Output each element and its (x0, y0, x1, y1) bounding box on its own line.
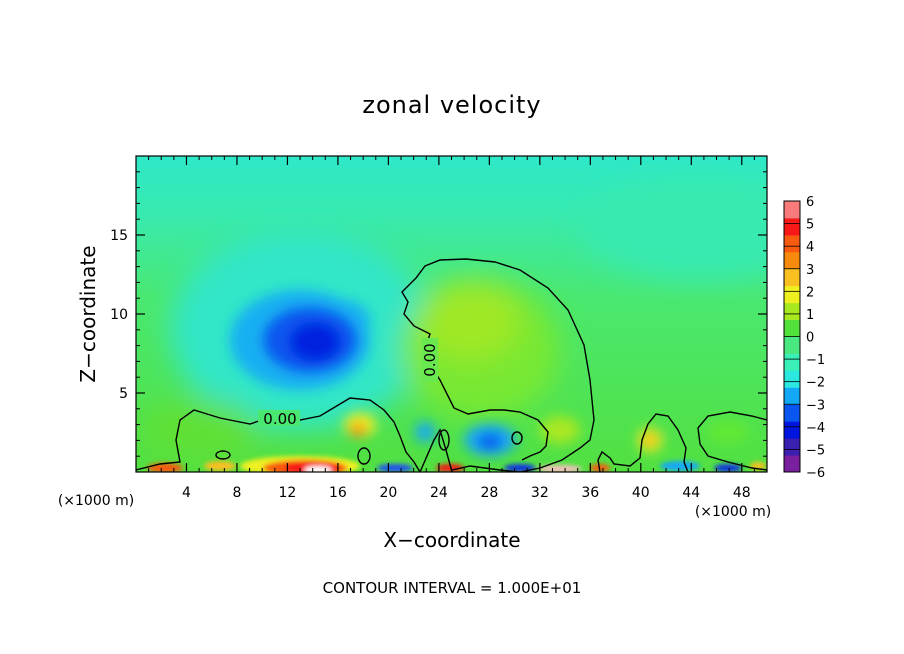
colorbar-swatch (784, 387, 800, 405)
x-tick-label: 48 (733, 485, 751, 501)
x-tick-label: 12 (279, 485, 297, 501)
colorbar-tick-label: −3 (806, 398, 825, 413)
colorbar-swatch (784, 404, 800, 422)
colorbar-tick-label: −4 (806, 421, 825, 436)
contour-line (357, 447, 371, 465)
colorbar-swatch (784, 319, 800, 337)
colorbar-tick-label: −2 (806, 376, 825, 391)
x-tick-label: 16 (329, 485, 347, 501)
x-axis-unit-left: (×1000 m) (58, 493, 134, 509)
colorbar-swatch (784, 217, 800, 236)
colorbar-swatch (784, 251, 800, 270)
colorbar-swatch (784, 455, 800, 473)
colorbar-swatch (784, 421, 800, 439)
colorbar-tick-label: 0 (806, 331, 814, 346)
contour-line (401, 258, 595, 472)
x-tick-label: 8 (232, 485, 241, 501)
colorbar-swatch (784, 201, 800, 219)
contour-line (597, 413, 689, 472)
chart-title: zonal velocity (362, 91, 541, 119)
x-tick-label: 36 (581, 485, 599, 501)
x-tick-label: 4 (182, 485, 191, 501)
x-tick-label: 24 (430, 485, 448, 501)
colorbar-tick-label: 1 (806, 308, 814, 323)
x-tick-label: 28 (480, 485, 498, 501)
colorbar-swatch (784, 302, 800, 321)
colorbar-tick-label: −6 (806, 466, 825, 481)
y-tick-label: 10 (110, 307, 128, 323)
colorbar-swatch (784, 336, 800, 354)
x-tick-label: 32 (531, 485, 549, 501)
contour-line (438, 429, 450, 451)
colorbar-tick-label: −5 (806, 443, 825, 458)
x-tick-label: 20 (379, 485, 397, 501)
colorbar-tick-label: 5 (806, 218, 814, 233)
colorbar-tick-label: 2 (806, 285, 814, 300)
colorbar-swatch (784, 234, 800, 253)
colorbar-swatch (784, 285, 800, 304)
field-detail-layer (230, 290, 750, 456)
colorbar-swatch (784, 268, 800, 287)
contour-line (136, 397, 421, 472)
colorbar-tick-label: 4 (806, 240, 814, 255)
contour-label: 0.00 (421, 343, 439, 376)
colorbar-tick-label: 3 (806, 263, 814, 278)
plot-area: 0.00 0.00 (136, 156, 767, 472)
colorbar: 6 5 4 3 2 1 0 −1 −2 −3 −4 −5 −6 (783, 195, 825, 481)
colorbar-swatch (784, 353, 800, 371)
colorbar-swatch (784, 370, 800, 388)
x-tick-label: 40 (632, 485, 650, 501)
x-axis-unit-right: (×1000 m) (695, 504, 771, 520)
y-tick-label: 15 (110, 228, 128, 244)
field-surface-layer (147, 456, 766, 472)
contour-interval-footer: CONTOUR INTERVAL = 1.000E+01 (323, 579, 582, 597)
contour-line (697, 411, 767, 471)
y-tick-label: 5 (119, 386, 128, 402)
y-axis-title: Z−coordinate (76, 245, 100, 382)
contour-label: 0.00 (263, 410, 296, 428)
contour-line (511, 431, 523, 445)
x-tick-label: 44 (682, 485, 700, 501)
colorbar-swatch (784, 438, 800, 456)
x-axis-title: X−coordinate (383, 528, 520, 552)
contour-line (215, 450, 231, 460)
colorbar-tick-label: 6 (806, 195, 814, 210)
colorbar-tick-label: −1 (806, 353, 825, 368)
